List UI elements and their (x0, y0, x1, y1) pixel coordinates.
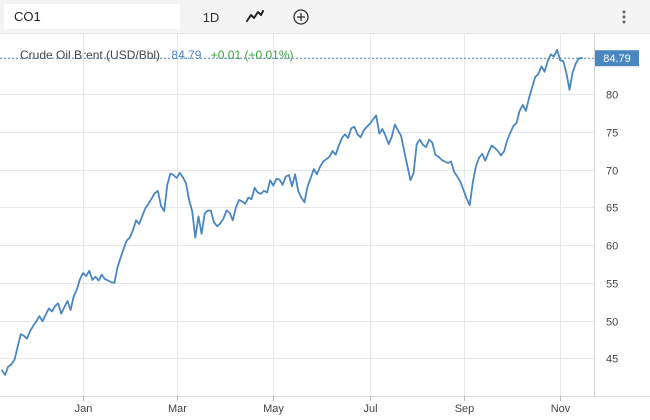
chart-type-button[interactable] (246, 4, 270, 29)
symbol-input[interactable]: CO1 (4, 4, 180, 29)
vertical-dots-icon (622, 10, 626, 24)
plus-circle-icon (293, 9, 309, 25)
y-tick-label: 55 (606, 279, 618, 291)
x-tick-label: Nov (551, 403, 571, 415)
y-axis: 45 50 55 60 65 70 75 80 (606, 90, 618, 366)
price-tag-label: 84.79 (603, 53, 631, 65)
series-line (1, 48, 583, 376)
y-tick-label: 50 (606, 317, 618, 329)
x-tick-label: Jul (363, 403, 377, 415)
y-tick-label: 80 (606, 90, 618, 102)
x-tick-label: May (263, 403, 284, 415)
x-axis: Jan Mar May Jul Sep Nov (75, 396, 571, 415)
x-tick-label: Sep (455, 403, 475, 415)
y-tick-label: 75 (606, 128, 618, 140)
price-tag-box (595, 50, 639, 67)
y-tick-label: 60 (606, 241, 618, 253)
y-tick-label: 65 (606, 203, 618, 215)
y-tick-label: 45 (606, 354, 618, 366)
more-options-button[interactable] (616, 4, 632, 29)
x-tick-label: Jan (75, 403, 93, 415)
horizontal-grid (0, 94, 594, 359)
add-indicator-button[interactable] (292, 4, 314, 29)
price-tag: 84.79 (595, 50, 639, 67)
price-chart[interactable]: 45 50 55 60 65 70 75 80 Jan Mar May Jul Sep Nov 84.7… (0, 34, 650, 420)
x-tick-label: Mar (168, 403, 187, 415)
interval-button[interactable]: 1D (202, 10, 220, 25)
line-chart-icon (246, 10, 264, 22)
chart-toolbar: CO1 1D (0, 0, 650, 34)
vertical-grid (83, 34, 561, 396)
y-tick-label: 70 (606, 166, 618, 178)
